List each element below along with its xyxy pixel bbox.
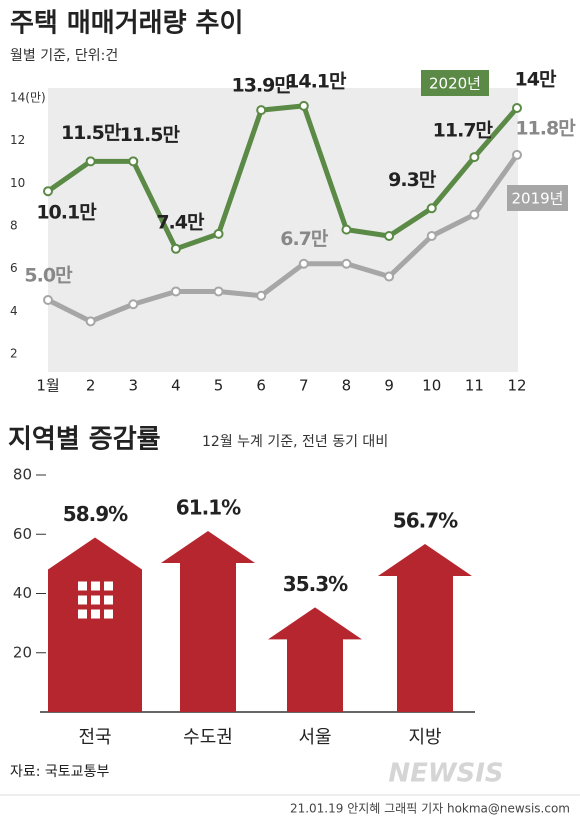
point	[298, 258, 309, 269]
value-label: 10.1만	[36, 202, 97, 224]
y-tick-label: 60	[13, 525, 32, 543]
point	[43, 295, 53, 305]
bar	[378, 544, 472, 712]
value-label: 61.1%	[176, 495, 241, 519]
credit: 21.01.19 안지혜 그래픽 기자 hokma@newsis.com	[290, 802, 570, 816]
window	[78, 609, 87, 619]
value-label: 14만	[515, 69, 557, 91]
window	[104, 595, 113, 605]
value-label: 11.8만	[515, 117, 576, 139]
x-tick-label: 10	[422, 377, 441, 395]
legend-label: 2019년	[512, 190, 564, 208]
chart-title: 주택 매매거래량 추이	[10, 9, 243, 39]
point	[384, 271, 395, 282]
x-tick-label: 1월	[36, 377, 59, 395]
line	[46, 153, 520, 324]
point	[426, 231, 437, 241]
y-tick-label: 80	[13, 466, 32, 484]
point	[43, 186, 53, 197]
x-tick-label: 3	[128, 377, 138, 395]
point	[85, 316, 96, 327]
bar	[48, 537, 142, 712]
x-tick-label: 4	[171, 377, 181, 395]
window	[104, 581, 113, 591]
window	[91, 581, 100, 591]
x-tick-label: 9	[384, 377, 394, 395]
y-tick-label: 12	[10, 133, 25, 147]
window	[104, 609, 113, 619]
value-label: 35.3%	[283, 572, 348, 596]
point	[213, 228, 224, 239]
point	[512, 149, 522, 160]
legend-box	[507, 185, 568, 211]
point	[213, 286, 224, 297]
line	[46, 103, 519, 252]
point	[426, 203, 437, 214]
y-tick-label: 10	[10, 176, 25, 190]
point	[128, 299, 139, 310]
x-tick-label: 수도권	[183, 727, 233, 748]
watermark: NEWSIS	[388, 759, 503, 789]
y-tick-label: 8	[10, 219, 18, 233]
point	[256, 105, 267, 116]
y-tick-label: 4	[10, 304, 18, 318]
value-label: 14.1만	[286, 70, 347, 92]
window	[91, 609, 100, 619]
window	[78, 581, 87, 591]
value-label: 11.5만	[120, 124, 181, 146]
point	[298, 100, 309, 111]
y-tick-label: 6	[10, 261, 18, 275]
x-tick-label: 12	[507, 377, 526, 395]
x-tick-label: 전국	[78, 727, 111, 748]
x-tick-label: 2	[86, 377, 96, 395]
point	[170, 286, 181, 297]
x-tick-label: 지방	[408, 727, 441, 748]
window	[78, 595, 87, 605]
value-label: 6.7만	[280, 228, 329, 250]
x-tick-label: 7	[299, 377, 309, 395]
point	[512, 103, 522, 113]
value-label: 56.7%	[393, 509, 458, 533]
point	[341, 258, 352, 269]
x-tick-label: 11	[465, 377, 484, 395]
x-tick-label: 5	[214, 377, 224, 395]
value-label: 11.7만	[433, 120, 494, 142]
value-label: 5.0만	[24, 265, 73, 287]
y-tick-label: 2	[10, 347, 18, 361]
y-tick-label: 40	[13, 584, 32, 602]
point	[469, 209, 480, 220]
legend-box	[421, 70, 489, 96]
legend-label: 2020년	[429, 75, 481, 93]
y-tick-label: 14(만)	[10, 91, 46, 105]
point	[128, 156, 139, 167]
point	[341, 224, 352, 235]
y-tick-label: 20	[13, 643, 32, 661]
point	[85, 156, 96, 167]
point	[384, 231, 395, 241]
value-label: 9.3만	[388, 169, 437, 191]
value-label: 13.9만	[232, 75, 293, 97]
chart-subtitle: 12월 누계 기준, 전년 동기 대비	[202, 434, 388, 450]
x-tick-label: 8	[342, 377, 352, 395]
x-tick-label: 서울	[298, 727, 331, 748]
point	[469, 152, 480, 163]
x-tick-label: 6	[256, 377, 266, 395]
point	[256, 290, 267, 301]
point	[170, 243, 181, 254]
window	[91, 595, 100, 605]
bar	[268, 607, 362, 712]
value-label: 11.5만	[61, 122, 122, 144]
value-label: 58.9%	[63, 502, 128, 526]
value-label: 7.4만	[156, 211, 205, 233]
bar	[161, 530, 255, 712]
chart-title: 지역별 증감률	[8, 425, 161, 455]
source: 자료: 국토교통부	[10, 764, 109, 780]
chart-subtitle: 월별 기준, 단위:건	[10, 48, 118, 64]
